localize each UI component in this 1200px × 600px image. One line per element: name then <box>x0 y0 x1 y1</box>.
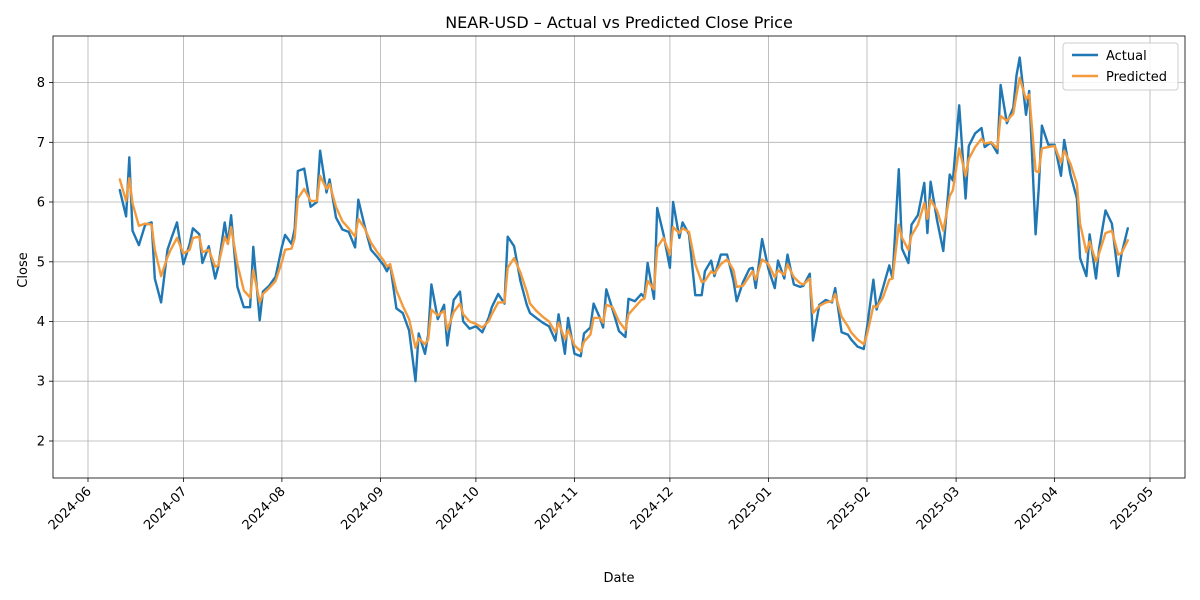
legend-label-actual: Actual <box>1106 49 1147 64</box>
legend: Actual Predicted <box>1062 42 1179 91</box>
y-tick-label: 5 <box>37 255 45 270</box>
series-lines <box>118 56 1130 383</box>
y-tick-label: 2 <box>37 435 45 450</box>
y-axis-label: Close <box>16 252 31 287</box>
y-tick-label: 8 <box>37 76 45 91</box>
x-axis-label: Date <box>603 571 634 586</box>
legend-label-predicted: Predicted <box>1106 70 1167 85</box>
plot-frame <box>52 35 1186 479</box>
series-line-predicted <box>118 76 1130 353</box>
grid-lines <box>53 36 1185 478</box>
y-tick-label: 7 <box>37 136 45 151</box>
y-tick-label: 3 <box>37 375 45 390</box>
y-tick-label: 4 <box>37 315 45 330</box>
y-tick-label: 6 <box>37 196 45 211</box>
chart-title: NEAR-USD – Actual vs Predicted Close Pri… <box>445 13 793 32</box>
